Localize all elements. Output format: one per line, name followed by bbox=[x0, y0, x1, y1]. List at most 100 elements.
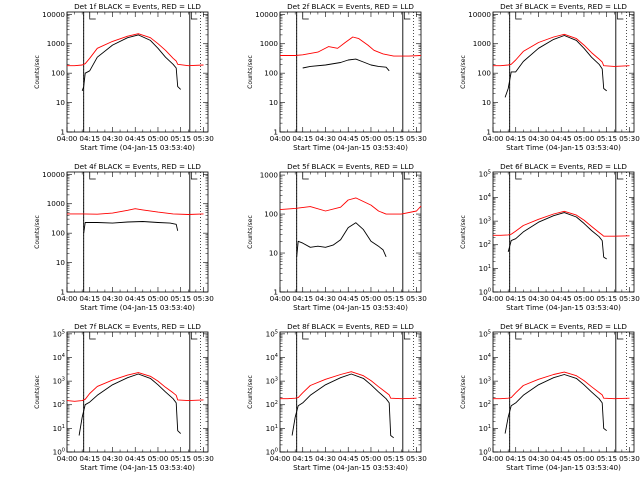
panel-title: Det 1f BLACK = Events, RED = LLD bbox=[74, 2, 201, 11]
x-axis-label: Start Time (04-Jan-15 03:53:40) bbox=[293, 303, 408, 312]
x-tick-label: 04:45 bbox=[125, 454, 146, 463]
y-tick-label: 1000 bbox=[47, 199, 66, 208]
y-tick-label: 1000 bbox=[260, 39, 279, 48]
x-tick-label: 05:00 bbox=[574, 294, 595, 303]
series-lld-line bbox=[493, 33, 630, 67]
x-tick-label: 04:00 bbox=[270, 294, 291, 303]
series-lld-line bbox=[280, 36, 422, 57]
y-tick-label: 1000 bbox=[47, 39, 66, 48]
y-tick-label: 102 bbox=[479, 400, 491, 409]
x-tick-label: 05:15 bbox=[383, 454, 404, 463]
x-tick-label: 04:15 bbox=[292, 454, 313, 463]
series-events-line bbox=[507, 212, 607, 260]
y-tick-label: 105 bbox=[266, 329, 278, 338]
x-tick-label: 05:00 bbox=[148, 134, 169, 143]
corner-flag bbox=[403, 332, 411, 340]
plot-frame bbox=[66, 331, 209, 453]
y-tick-label: 103 bbox=[479, 377, 491, 386]
y-tick-label: 10 bbox=[482, 98, 492, 107]
x-tick-label: 04:45 bbox=[551, 294, 572, 303]
x-tick-label: 05:30 bbox=[619, 134, 640, 143]
y-tick-label: 10000 bbox=[468, 10, 491, 19]
y-tick-label: 101 bbox=[266, 424, 278, 433]
x-tick-label: 04:30 bbox=[315, 454, 336, 463]
panel-title: Det 2f BLACK = Events, RED = LLD bbox=[287, 2, 414, 11]
y-axis-label: Counts/sec bbox=[460, 55, 467, 89]
x-tick-label: 05:30 bbox=[619, 454, 640, 463]
y-tick-label: 100 bbox=[51, 229, 65, 238]
x-tick-label: 04:00 bbox=[270, 134, 291, 143]
y-tick-label: 1 bbox=[60, 288, 65, 297]
y-axis-label: Counts/sec bbox=[247, 55, 254, 89]
detector-panel: Det 8f BLACK = Events, RED = LLD 100 101 10… bbox=[247, 322, 427, 472]
x-tick-label: 04:45 bbox=[551, 134, 572, 143]
x-tick-label: 05:00 bbox=[361, 454, 382, 463]
series-lld-line bbox=[493, 371, 630, 400]
x-axis-label: Start Time (04-Jan-15 03:53:40) bbox=[293, 143, 408, 152]
x-tick-label: 04:45 bbox=[338, 454, 359, 463]
y-tick-label: 10 bbox=[269, 249, 279, 258]
y-tick-label: 10 bbox=[269, 98, 279, 107]
x-tick-label: 04:45 bbox=[338, 134, 359, 143]
y-axis-label: Counts/sec bbox=[460, 215, 467, 249]
series-events-line bbox=[302, 58, 390, 72]
series-lld-line bbox=[67, 33, 204, 67]
y-tick-label: 1 bbox=[273, 288, 278, 297]
y-tick-label: 104 bbox=[53, 353, 65, 362]
y-tick-label: 10000 bbox=[255, 10, 278, 19]
panel-title: Det 7f BLACK = Events, RED = LLD bbox=[74, 322, 201, 331]
x-tick-label: 05:30 bbox=[193, 294, 214, 303]
corner-flag bbox=[89, 332, 96, 340]
plot-frame bbox=[492, 171, 635, 293]
y-tick-label: 105 bbox=[479, 169, 491, 178]
x-tick-label: 04:15 bbox=[505, 294, 526, 303]
corner-flag bbox=[302, 332, 309, 340]
y-tick-label: 101 bbox=[479, 264, 491, 273]
series-lld-line bbox=[493, 210, 630, 237]
y-tick-label: 102 bbox=[266, 400, 278, 409]
x-tick-label: 04:00 bbox=[57, 134, 78, 143]
x-tick-label: 04:15 bbox=[292, 134, 313, 143]
y-tick-label: 104 bbox=[479, 353, 491, 362]
x-tick-label: 04:00 bbox=[483, 294, 504, 303]
y-tick-label: 100 bbox=[477, 69, 491, 78]
x-tick-label: 04:45 bbox=[125, 134, 146, 143]
x-tick-label: 04:00 bbox=[483, 134, 504, 143]
panel-title: Det 5f BLACK = Events, RED = LLD bbox=[287, 162, 414, 171]
detector-panel: Det 3f BLACK = Events, RED = LLD 1 10 100 10… bbox=[460, 2, 640, 152]
x-tick-label: 04:00 bbox=[270, 454, 291, 463]
x-tick-label: 04:00 bbox=[57, 454, 78, 463]
y-tick-label: 105 bbox=[53, 329, 65, 338]
x-tick-label: 04:30 bbox=[528, 454, 549, 463]
y-tick-label: 103 bbox=[53, 377, 65, 386]
plot-frame bbox=[66, 11, 209, 133]
y-tick-label: 104 bbox=[266, 353, 278, 362]
x-tick-label: 05:15 bbox=[170, 134, 191, 143]
y-tick-label: 103 bbox=[479, 217, 491, 226]
x-axis-label: Start Time (04-Jan-15 03:53:40) bbox=[506, 143, 621, 152]
corner-flag bbox=[190, 12, 198, 20]
corner-flag bbox=[89, 172, 96, 180]
series-events-line bbox=[81, 34, 182, 92]
x-tick-label: 05:30 bbox=[193, 454, 214, 463]
corner-flag bbox=[403, 12, 411, 20]
x-tick-label: 05:15 bbox=[383, 294, 404, 303]
x-tick-label: 04:15 bbox=[79, 134, 100, 143]
y-tick-label: 100 bbox=[479, 448, 491, 457]
x-tick-label: 04:45 bbox=[338, 294, 359, 303]
x-tick-label: 05:00 bbox=[361, 134, 382, 143]
x-tick-label: 05:15 bbox=[596, 134, 617, 143]
y-tick-label: 102 bbox=[479, 240, 491, 249]
panel-title: Det 4f BLACK = Events, RED = LLD bbox=[74, 162, 201, 171]
x-tick-label: 04:30 bbox=[315, 294, 336, 303]
detector-panel: Det 7f BLACK = Events, RED = LLD 100 101 10… bbox=[34, 322, 214, 472]
x-tick-label: 05:30 bbox=[406, 454, 427, 463]
plot-frame bbox=[492, 11, 635, 133]
detector-panel: Det 1f BLACK = Events, RED = LLD 1 10 100 10… bbox=[34, 2, 214, 152]
corner-flag bbox=[302, 12, 309, 20]
x-tick-label: 05:00 bbox=[148, 294, 169, 303]
y-tick-label: 101 bbox=[479, 424, 491, 433]
y-tick-label: 100 bbox=[51, 69, 65, 78]
series-events-line bbox=[504, 35, 607, 98]
